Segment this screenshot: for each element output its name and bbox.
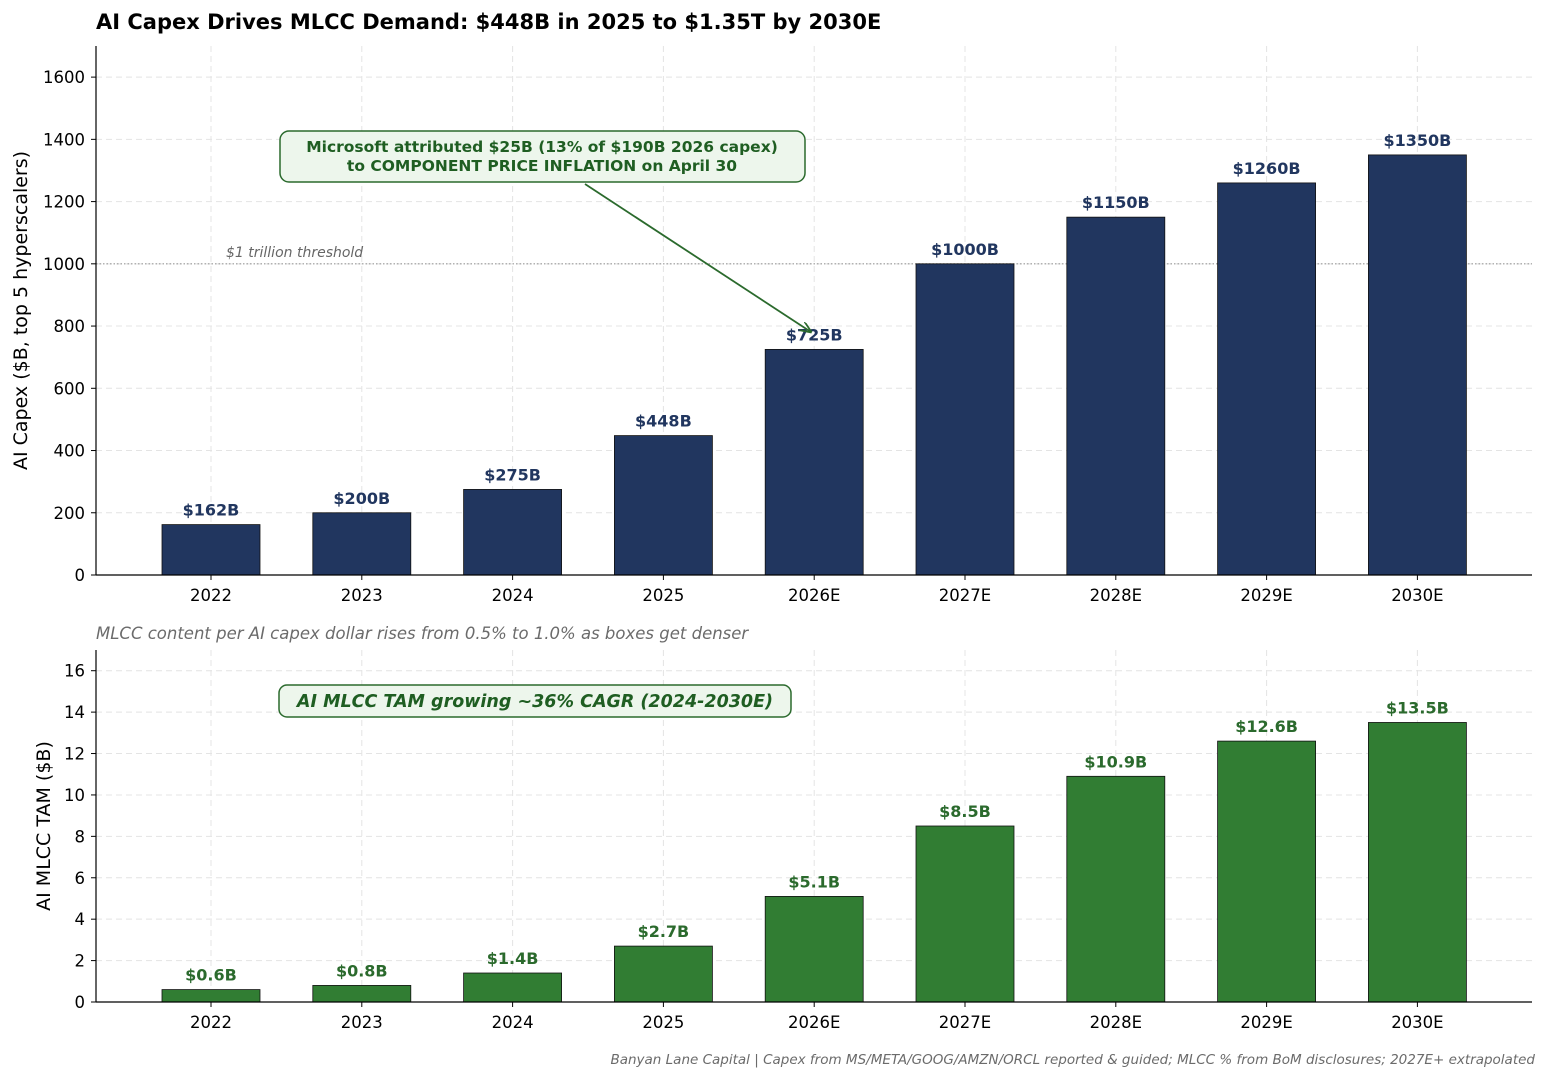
y-tick-label: 1600 (43, 68, 85, 87)
bar (915, 263, 1015, 576)
x-tick-label: 2028E (1090, 1013, 1142, 1032)
bar-value-label: $275B (484, 465, 541, 484)
bar-value-label: $13.5B (1386, 698, 1449, 717)
bar (1217, 182, 1316, 576)
x-tick-label: 2022 (190, 586, 232, 605)
bar (312, 985, 412, 1003)
x-tick-label: 2027E (939, 586, 991, 605)
bar (161, 989, 261, 1003)
x-tick-label: 2027E (939, 1013, 991, 1032)
annotation-text: Microsoft attributed $25B (13% of $190B … (306, 138, 778, 156)
x-tick-label: 2024 (492, 1013, 534, 1032)
x-tick-label: 2023 (341, 1013, 383, 1032)
y-tick-label: 800 (54, 317, 86, 336)
bar (1368, 154, 1467, 576)
bar-value-label: $162B (183, 501, 240, 520)
x-tick-label: 2024 (492, 586, 534, 605)
x-tick-label: 2026E (788, 586, 840, 605)
annotation-text: to COMPONENT PRICE INFLATION on April 30 (347, 157, 737, 175)
bar-value-label: $1150B (1082, 193, 1150, 212)
bar-value-label: $200B (333, 489, 390, 508)
bar (764, 896, 864, 1003)
bar (463, 972, 563, 1003)
y-tick-label: 16 (64, 662, 85, 681)
bar-value-label: $2.7B (638, 922, 690, 941)
chart-title: AI Capex Drives MLCC Demand: $448B in 20… (96, 10, 881, 34)
bar (463, 489, 563, 576)
bottom-panel-subtitle: MLCC content per AI capex dollar rises f… (96, 624, 749, 643)
annotation-box (279, 130, 806, 183)
y-tick-label: 1400 (43, 130, 85, 149)
x-tick-label: 2030E (1391, 586, 1443, 605)
bar (1066, 775, 1166, 1003)
x-tick-label: 2022 (190, 1013, 232, 1032)
y-tick-label: 2 (75, 952, 86, 971)
y-axis-label: AI MLCC TAM ($B) (33, 741, 55, 911)
bar-value-label: $1260B (1233, 159, 1301, 178)
y-tick-label: 1200 (43, 193, 85, 212)
bar (312, 512, 412, 576)
x-tick-label: 2025 (642, 1013, 684, 1032)
bar-value-label: $5.1B (788, 872, 840, 891)
x-tick-label: 2028E (1090, 586, 1142, 605)
bar (614, 945, 713, 1003)
bottom-panel: $0.6B $0.8B $1.4B $2.7B $5.1B $8.5B $10.9B $12.… (33, 650, 1532, 1032)
bar-value-label: $8.5B (939, 802, 991, 821)
y-tick-label: 10 (64, 786, 85, 805)
y-tick-label: 0 (75, 993, 86, 1012)
threshold-label: $1 trillion threshold (226, 245, 363, 261)
bar (161, 524, 261, 576)
y-tick-label: 6 (75, 869, 86, 888)
bar-value-label: $12.6B (1235, 717, 1298, 736)
bar-value-label: $1000B (931, 240, 999, 259)
x-tick-label: 2030E (1391, 1013, 1443, 1032)
bar-value-label: $0.6B (185, 966, 237, 985)
y-tick-label: 4 (75, 910, 86, 929)
x-tick-label: 2029E (1240, 1013, 1292, 1032)
x-tick-label: 2025 (642, 586, 684, 605)
bar-value-label: $448B (635, 412, 692, 431)
bar (915, 825, 1015, 1003)
y-tick-label: 8 (75, 827, 86, 846)
y-tick-label: 200 (54, 504, 86, 523)
source-footnote: Banyan Lane Capital | Capex from MS/META… (610, 1052, 1535, 1068)
bar-value-label: $725B (786, 325, 843, 344)
bar (1066, 216, 1166, 576)
bar-value-label: $1350B (1383, 131, 1451, 150)
y-tick-label: 1000 (43, 255, 85, 274)
x-tick-label: 2026E (788, 1013, 840, 1032)
bar (764, 348, 864, 576)
bar (1368, 722, 1467, 1003)
annotation-arrow (584, 183, 811, 332)
y-tick-label: 400 (54, 442, 86, 461)
bar (1217, 740, 1316, 1003)
y-tick-label: 14 (64, 703, 85, 722)
y-tick-label: 0 (75, 566, 86, 585)
cagr-annotation-text: AI MLCC TAM growing ~36% CAGR (2024-2030… (295, 692, 773, 712)
y-axis-label: AI Capex ($B, top 5 hyperscalers) (10, 151, 32, 470)
bar-value-label: $0.8B (336, 961, 388, 980)
y-tick-label: 12 (64, 745, 85, 764)
y-tick-label: 600 (54, 379, 86, 398)
bar-value-label: $10.9B (1084, 752, 1147, 771)
bar-value-label: $1.4B (487, 949, 539, 968)
x-tick-label: 2029E (1240, 586, 1292, 605)
bar (614, 435, 713, 576)
top-panel: $1 trillion threshold $162B $200B $275B $448… (10, 46, 1532, 605)
x-tick-label: 2023 (341, 586, 383, 605)
cagr-annotation-box (278, 684, 792, 718)
